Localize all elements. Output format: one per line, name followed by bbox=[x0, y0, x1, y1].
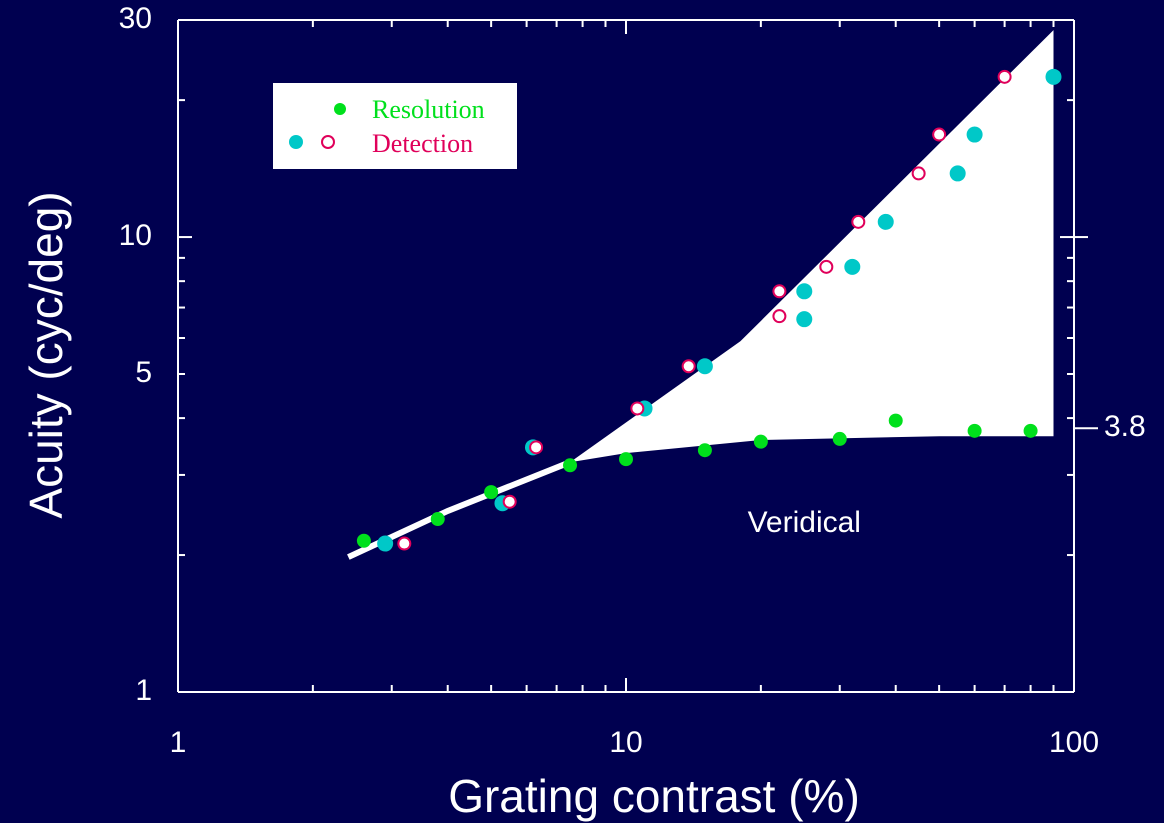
point-resolution-filled bbox=[949, 165, 966, 182]
point-resolution-filled bbox=[877, 213, 894, 230]
point-detection-open bbox=[502, 494, 517, 509]
legend-marker-detection bbox=[321, 135, 335, 149]
x-tick-labels: 1 10 100 bbox=[170, 726, 1099, 759]
point-resolution-filled bbox=[967, 423, 982, 438]
point-detection-open bbox=[772, 284, 787, 299]
point-detection-open bbox=[911, 166, 926, 181]
point-detection-open bbox=[772, 309, 787, 324]
point-resolution-filled bbox=[966, 126, 983, 143]
legend-marker-resolution-green bbox=[334, 103, 346, 115]
point-detection-open bbox=[819, 259, 834, 274]
y-tick-label: 10 bbox=[119, 219, 152, 252]
y-axis-title: Acuity (cyc/deg) bbox=[20, 191, 72, 518]
point-resolution-filled bbox=[430, 512, 445, 527]
legend: Resolution Detection bbox=[273, 83, 517, 169]
point-resolution-filled bbox=[619, 452, 633, 467]
point-resolution-filled bbox=[377, 535, 394, 552]
veridical-annotation: Veridical bbox=[748, 506, 861, 539]
axis-ticks bbox=[177, 19, 1098, 693]
legend-box bbox=[273, 83, 517, 169]
point-detection-open bbox=[851, 214, 866, 229]
y-tick-labels: 1 5 10 30 bbox=[119, 2, 152, 707]
right-tick-label-3-8: 3.8 bbox=[1104, 410, 1146, 443]
point-detection-open bbox=[529, 440, 544, 455]
data-points bbox=[356, 68, 1062, 552]
point-resolution-filled bbox=[696, 358, 713, 375]
legend-label-resolution: Resolution bbox=[372, 95, 485, 124]
point-detection-open bbox=[932, 127, 947, 142]
x-tick-label: 100 bbox=[1049, 726, 1099, 759]
point-resolution-filled bbox=[888, 413, 903, 428]
point-resolution-filled bbox=[753, 434, 768, 449]
legend-marker-resolution-cyan bbox=[289, 135, 303, 149]
point-resolution-filled bbox=[697, 443, 712, 458]
point-resolution-filled bbox=[484, 485, 499, 500]
point-resolution-filled bbox=[796, 283, 813, 300]
point-resolution-filled bbox=[832, 431, 847, 446]
legend-label-detection: Detection bbox=[372, 129, 473, 158]
y-tick-label: 1 bbox=[135, 674, 152, 707]
x-tick-label: 10 bbox=[609, 726, 642, 759]
point-resolution-filled bbox=[796, 311, 813, 328]
shaded-region bbox=[348, 30, 1054, 558]
point-resolution-filled bbox=[356, 533, 371, 548]
y-tick-label: 5 bbox=[135, 356, 152, 389]
point-detection-open bbox=[997, 69, 1012, 84]
y-tick-label: 30 bbox=[119, 2, 152, 35]
point-resolution-filled bbox=[563, 458, 578, 473]
x-axis-title: Grating contrast (%) bbox=[448, 770, 860, 822]
point-resolution-filled bbox=[844, 258, 861, 275]
x-tick-label: 1 bbox=[170, 726, 187, 759]
point-resolution-filled bbox=[1023, 423, 1038, 438]
point-detection-open bbox=[630, 401, 645, 416]
point-detection-open bbox=[681, 359, 696, 374]
point-resolution-filled bbox=[1045, 68, 1062, 85]
point-detection-open bbox=[397, 536, 412, 551]
